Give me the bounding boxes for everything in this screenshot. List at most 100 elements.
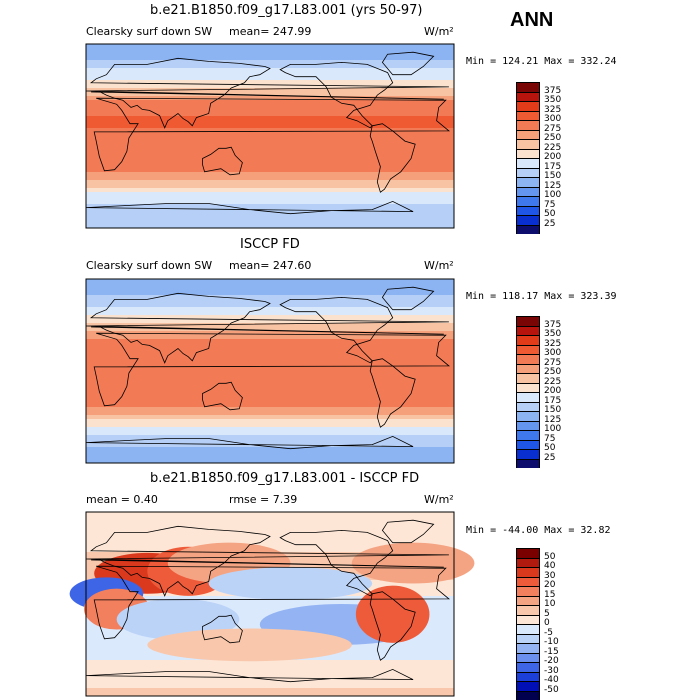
map-band [86, 311, 454, 316]
map-band [86, 524, 454, 529]
map-band [86, 532, 454, 537]
coastline [93, 565, 451, 640]
colorbar-tick-label: 325 [544, 104, 562, 115]
map-band [86, 339, 454, 344]
colorbar-tick-label: 175 [544, 395, 562, 406]
map-band [86, 536, 454, 541]
colorbar-swatch [516, 373, 540, 383]
map-band [86, 459, 454, 464]
map-anomaly [208, 567, 373, 600]
map-band [86, 423, 454, 428]
panel-2-minmax: Min = 118.17 Max = 323.39 [466, 291, 617, 302]
panel-1-mean: mean= 247.99 [229, 25, 312, 38]
colorbar-swatch [516, 449, 540, 459]
colorbar-swatch [516, 605, 540, 615]
map-frame [85, 511, 455, 697]
colorbar-tick-label: 125 [544, 414, 562, 425]
panel-1-minmax: Min = 124.21 Max = 332.24 [466, 56, 617, 67]
coastline [381, 51, 435, 76]
coastline [369, 358, 416, 428]
colorbar-tick-label: 375 [544, 319, 562, 330]
map-band [86, 399, 454, 404]
map-band [86, 152, 454, 157]
map-band [86, 160, 454, 165]
map-band [86, 116, 454, 121]
map-band [86, 283, 454, 288]
colorbar-swatch [516, 681, 540, 691]
map-band [86, 544, 454, 549]
colorbar-tick-label: 125 [544, 180, 562, 191]
colorbar-swatch [516, 420, 540, 430]
colorbar-swatch [516, 224, 540, 234]
colorbar-swatch [516, 335, 540, 345]
map-band [86, 612, 454, 617]
map-band [86, 512, 454, 517]
panel-1-map [85, 43, 455, 229]
map-anomaly [116, 598, 240, 640]
panel-2-title: ISCCP FD [240, 237, 300, 252]
colorbar-tick-label: 300 [544, 348, 562, 358]
map-band [86, 76, 454, 81]
colorbar-tick-label: 100 [544, 424, 562, 434]
colorbar-swatch [516, 158, 540, 168]
map-band [86, 180, 454, 185]
colorbar-tick-label: 225 [544, 376, 562, 387]
panel-2-colorbar: 375 350 325 300 275 250 225 200 175 150 125 100 75 50… [516, 316, 561, 468]
map-band [86, 351, 454, 356]
map-band [86, 447, 454, 452]
map-band [86, 363, 454, 368]
colorbar-tick-label: 225 [544, 142, 562, 153]
colorbar-swatch [516, 205, 540, 215]
map-band [86, 104, 454, 109]
colorbar-swatch [516, 82, 540, 92]
colorbar-tick-label: 40 [544, 561, 556, 571]
colorbar-swatch [516, 633, 540, 643]
map-band [86, 224, 454, 229]
map-band [86, 168, 454, 173]
map-band [86, 112, 454, 117]
colorbar-tick-label: 200 [544, 386, 562, 396]
map-frame [85, 43, 455, 229]
map-band [86, 680, 454, 685]
colorbar-tick-label: 150 [544, 405, 562, 415]
map-frame [85, 278, 455, 464]
colorbar-tick-label: 275 [544, 123, 562, 134]
coastline [85, 435, 414, 450]
colorbar-tick-label: -15 [544, 646, 559, 657]
colorbar-swatch [516, 167, 540, 177]
colorbar-swatch [516, 430, 540, 440]
colorbar-swatch [516, 129, 540, 139]
colorbar-swatch [516, 652, 540, 662]
colorbar-swatch [516, 110, 540, 120]
colorbar-swatch [516, 392, 540, 402]
colorbar-swatch [516, 120, 540, 130]
map-band [86, 331, 454, 336]
panel-2-map [85, 278, 455, 464]
panel-1-units: W/m² [424, 25, 454, 38]
colorbar-tick-label: 10 [544, 599, 556, 609]
colorbar-tick-label: 50 [544, 551, 556, 562]
panel-3-minmax: Min = -44.00 Max = 32.82 [466, 525, 611, 536]
map-band [86, 64, 454, 69]
map-band [86, 307, 454, 312]
colorbar-swatch [516, 186, 540, 196]
map-band [86, 403, 454, 408]
panel-1-colorbar: 375 350 325 300 275 250 225 200 175 150 125 100 75 50… [516, 82, 561, 234]
coastline [85, 525, 449, 597]
map-band [86, 604, 454, 609]
panel-2-mean: mean= 247.60 [229, 259, 312, 272]
map-band [86, 355, 454, 360]
map-band [86, 608, 454, 613]
colorbar-tick-label: 50 [544, 443, 556, 453]
colorbar-swatch [516, 576, 540, 586]
colorbar-swatch [516, 458, 540, 468]
map-band [86, 140, 454, 145]
map-band [86, 435, 454, 440]
map-band [86, 192, 454, 197]
colorbar-tick-label: 25 [544, 218, 556, 229]
colorbar-tick-label: 275 [544, 357, 562, 368]
coastline [93, 332, 451, 407]
colorbar-tick-label: 150 [544, 171, 562, 181]
coastline [93, 97, 451, 172]
colorbar-tick-label: -30 [544, 665, 559, 676]
